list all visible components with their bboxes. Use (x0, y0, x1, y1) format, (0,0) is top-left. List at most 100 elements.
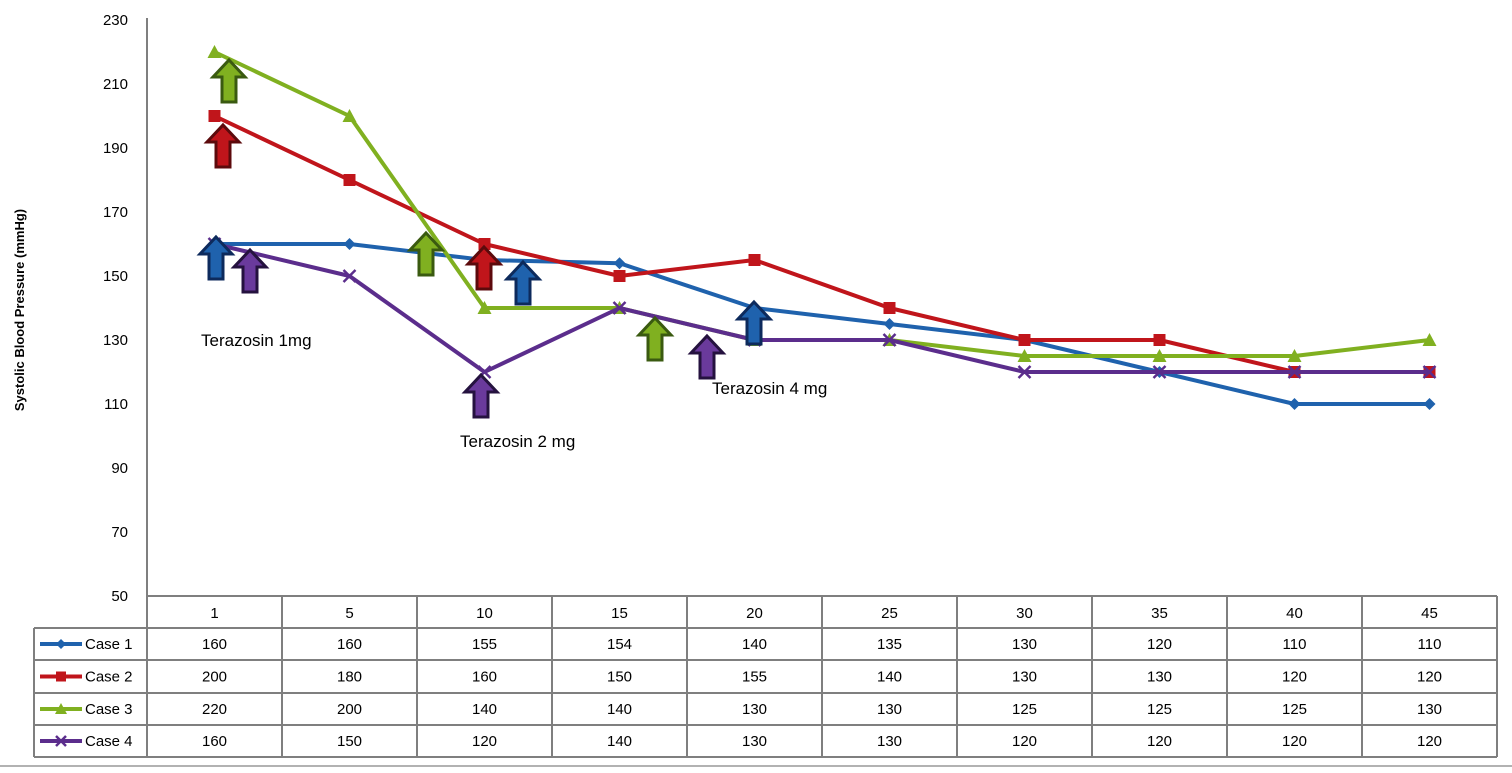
table-cell: 110 (1283, 636, 1307, 653)
table-cell: 200 (337, 701, 362, 718)
data-point (1152, 349, 1167, 362)
table-cell: 120 (472, 733, 497, 750)
series-line (214, 242, 1430, 406)
data-point (612, 301, 627, 315)
table-cell: 150 (337, 733, 362, 750)
table-cell: 220 (202, 701, 227, 718)
dose-arrow-icon (635, 315, 675, 362)
legend-key (40, 639, 82, 649)
table-cell: 120 (1417, 733, 1442, 750)
data-point (882, 333, 897, 347)
table-cell: 180 (337, 669, 362, 686)
table-cell: 135 (877, 636, 902, 653)
table-cell: 120 (1417, 669, 1442, 686)
table-cell: 120 (1012, 733, 1037, 750)
y-axis-label: Systolic Blood Pressure (mmHg) (12, 209, 27, 411)
y-tick-label: 230 (103, 12, 128, 29)
data-point (883, 318, 896, 330)
data-point (55, 735, 67, 747)
table-cell: 154 (607, 636, 632, 653)
table-cell: 140 (607, 733, 632, 750)
x-tick-label: 35 (1151, 605, 1168, 622)
table-cell: 130 (1012, 636, 1037, 653)
data-point (1422, 333, 1437, 346)
series-line (214, 242, 1430, 374)
table-cell: 130 (1147, 669, 1172, 686)
table-cell: 130 (742, 733, 767, 750)
data-point (1287, 349, 1302, 362)
dose-arrow-icon (209, 57, 249, 104)
data-point (208, 110, 221, 122)
legend-label: Case 4 (85, 733, 133, 750)
legend-label: Case 2 (85, 669, 133, 686)
table-cell: 130 (1417, 701, 1442, 718)
table-cell: 140 (472, 701, 497, 718)
legend-key (40, 671, 82, 682)
table-cell: 125 (1282, 701, 1307, 718)
table-cell: 140 (742, 636, 767, 653)
legend-key (40, 703, 82, 714)
data-point (1422, 365, 1437, 379)
x-tick-label: 45 (1421, 605, 1438, 622)
data-point (342, 269, 357, 283)
dose-arrow-icon (203, 122, 243, 169)
table-cell: 150 (607, 669, 632, 686)
table-cell: 155 (742, 669, 767, 686)
data-point (342, 109, 357, 122)
data-point (477, 301, 492, 314)
data-point (1288, 398, 1301, 410)
table-cell: 120 (1147, 636, 1172, 653)
y-tick-label: 70 (111, 524, 128, 541)
data-point (1423, 398, 1436, 410)
data-point (55, 703, 67, 714)
table-cell: 120 (1282, 669, 1307, 686)
table-cell: 125 (1147, 701, 1172, 718)
data-point (613, 257, 626, 270)
data-point (1018, 334, 1031, 346)
data-point (478, 238, 491, 250)
y-tick-label: 210 (103, 76, 128, 93)
table-cell: 160 (472, 669, 497, 686)
table-cell: 120 (1282, 733, 1307, 750)
table-cell: 140 (877, 669, 902, 686)
x-tick-label: 5 (345, 605, 353, 622)
table-cell: 120 (1147, 733, 1172, 750)
data-point (748, 254, 761, 266)
annotation-terazosin-2mg: Terazosin 2 mg (460, 432, 575, 451)
table-cell: 160 (337, 636, 362, 653)
dose-arrow-icon (687, 333, 727, 380)
y-tick-label: 90 (111, 460, 128, 477)
x-tick-label: 20 (746, 605, 763, 622)
table-cell: 160 (202, 636, 227, 653)
dose-arrow-icon (503, 259, 543, 306)
table-cell: 110 (1418, 636, 1442, 653)
dose-arrow-icon (464, 244, 504, 291)
data-point (1017, 349, 1032, 362)
table-cell: 125 (1012, 701, 1037, 718)
table-cell: 140 (607, 701, 632, 718)
data-point (1287, 365, 1302, 379)
table-cell: 200 (202, 669, 227, 686)
dose-arrow-icon (196, 234, 236, 281)
series-line (213, 114, 1430, 374)
data-point (343, 174, 356, 186)
dose-arrow-icon (406, 230, 446, 277)
x-tick-label: 15 (611, 605, 628, 622)
dose-arrow-icon (461, 372, 501, 419)
annotation-terazosin-1mg: Terazosin 1mg (201, 331, 312, 350)
series-case-2 (208, 110, 1436, 378)
dose-arrow-icon (230, 247, 270, 294)
data-point (883, 302, 896, 314)
legend-label: Case 1 (85, 636, 133, 653)
x-tick-label: 10 (476, 605, 493, 622)
data-point (1152, 365, 1167, 379)
table-cell: 130 (1012, 669, 1037, 686)
data-point (56, 639, 66, 649)
x-tick-label: 40 (1286, 605, 1303, 622)
y-tick-label: 50 (111, 588, 128, 605)
data-point (613, 270, 626, 282)
y-tick-label: 110 (104, 396, 128, 413)
legend-label: Case 3 (85, 701, 133, 718)
dose-arrow-icon (734, 299, 774, 346)
